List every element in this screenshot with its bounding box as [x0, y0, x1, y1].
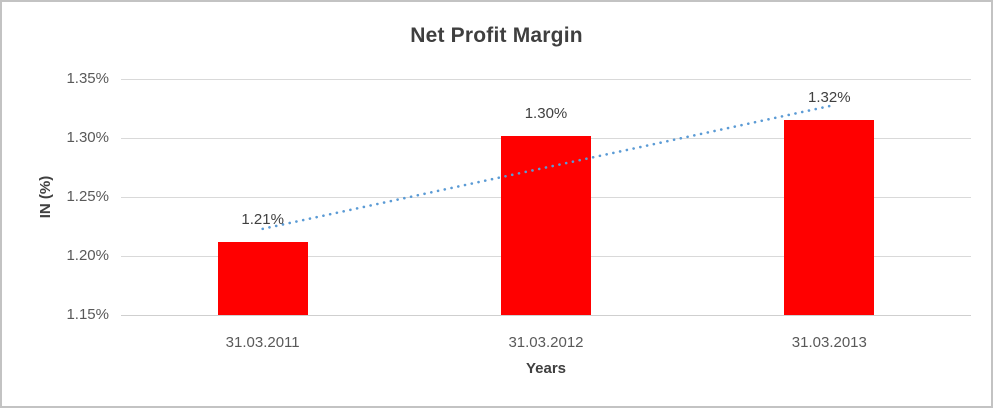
bar-31.03.2011	[217, 241, 308, 315]
y-tick-label: 1.20%	[66, 247, 109, 264]
y-tick-label: 1.15%	[66, 306, 109, 323]
y-tick-label: 1.30%	[66, 129, 109, 146]
x-tick-label: 31.03.2011	[225, 334, 300, 351]
x-axis-title: Years	[525, 360, 567, 377]
chart-title: Net Profit Margin	[410, 24, 583, 47]
y-tick-label: 1.25%	[66, 188, 109, 205]
x-tick-label: 31.03.2013	[791, 334, 867, 351]
gridline	[121, 79, 971, 80]
data-label: 1.21%	[241, 210, 284, 228]
bar-31.03.2012	[501, 135, 591, 315]
bar-31.03.2013	[784, 120, 875, 315]
x-tick-label: 31.03.2012	[508, 334, 584, 351]
data-label: 1.32%	[808, 89, 851, 107]
data-label: 1.30%	[524, 104, 568, 122]
gridline	[121, 315, 971, 316]
y-tick-label: 1.35%	[66, 70, 109, 87]
